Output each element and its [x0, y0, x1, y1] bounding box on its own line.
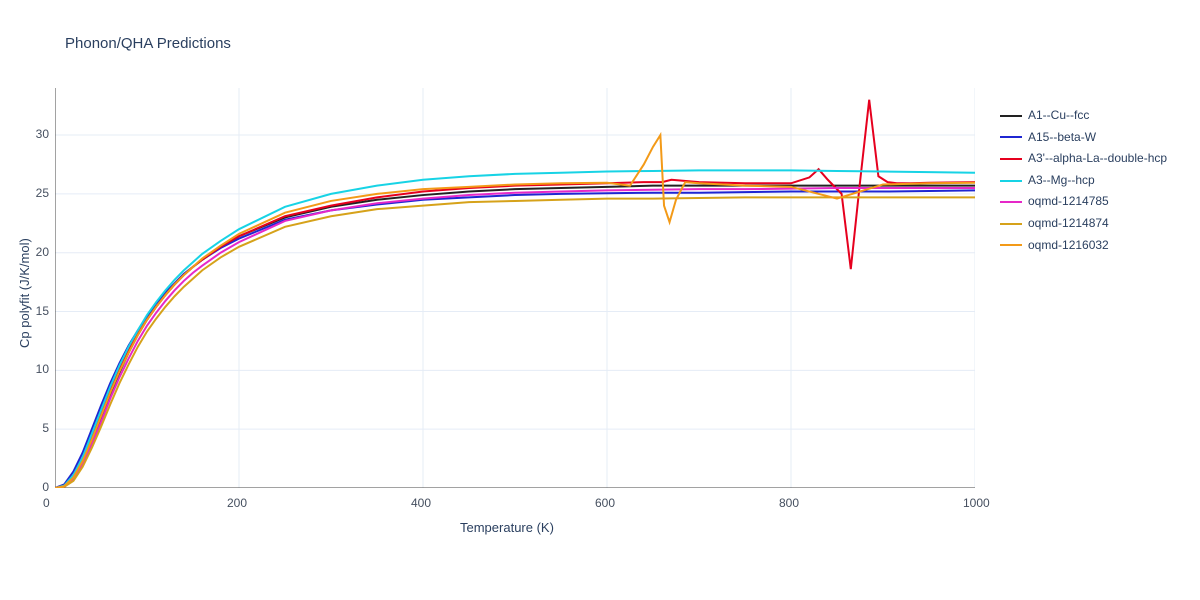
- x-axis-label: Temperature (K): [460, 520, 554, 535]
- y-tick-label: 20: [27, 245, 49, 259]
- legend-item[interactable]: A15--beta-W: [1000, 127, 1167, 149]
- legend-swatch: [1000, 115, 1022, 117]
- x-tick-label: 800: [779, 496, 799, 510]
- legend-item[interactable]: A3'--alpha-La--double-hcp: [1000, 148, 1167, 170]
- legend-swatch: [1000, 201, 1022, 203]
- legend-label: A3'--alpha-La--double-hcp: [1028, 148, 1167, 170]
- legend-swatch: [1000, 136, 1022, 138]
- legend-item[interactable]: oqmd-1214785: [1000, 191, 1167, 213]
- legend-label: oqmd-1214874: [1028, 213, 1109, 235]
- y-tick-label: 30: [27, 127, 49, 141]
- legend-label: A3--Mg--hcp: [1028, 170, 1095, 192]
- series-line[interactable]: [55, 188, 975, 488]
- x-tick-label: 200: [227, 496, 247, 510]
- series-line[interactable]: [55, 190, 975, 488]
- legend-label: A1--Cu--fcc: [1028, 105, 1089, 127]
- legend-label: oqmd-1214785: [1028, 191, 1109, 213]
- x-tick-label: 600: [595, 496, 615, 510]
- series-line[interactable]: [55, 186, 975, 488]
- y-tick-label: 25: [27, 186, 49, 200]
- x-tick-label: 400: [411, 496, 431, 510]
- y-tick-label: 10: [27, 362, 49, 376]
- series-line[interactable]: [55, 170, 975, 488]
- series-line[interactable]: [55, 100, 975, 488]
- y-tick-label: 15: [27, 304, 49, 318]
- legend-swatch: [1000, 244, 1022, 246]
- series-line[interactable]: [55, 197, 975, 488]
- legend-item[interactable]: A1--Cu--fcc: [1000, 105, 1167, 127]
- legend-swatch: [1000, 158, 1022, 160]
- x-tick-label: 0: [43, 496, 50, 510]
- legend: A1--Cu--fccA15--beta-WA3'--alpha-La--dou…: [1000, 105, 1167, 256]
- legend-label: A15--beta-W: [1028, 127, 1096, 149]
- legend-item[interactable]: oqmd-1216032: [1000, 235, 1167, 257]
- axis-lines: [55, 88, 975, 488]
- plot-area: [55, 88, 975, 488]
- legend-swatch: [1000, 180, 1022, 182]
- legend-item[interactable]: oqmd-1214874: [1000, 213, 1167, 235]
- y-tick-label: 0: [27, 480, 49, 494]
- chart-title: Phonon/QHA Predictions: [65, 35, 231, 52]
- legend-label: oqmd-1216032: [1028, 235, 1109, 257]
- plot-svg: [55, 88, 975, 488]
- x-tick-label: 1000: [963, 496, 990, 510]
- legend-swatch: [1000, 223, 1022, 225]
- legend-item[interactable]: A3--Mg--hcp: [1000, 170, 1167, 192]
- y-tick-label: 5: [27, 421, 49, 435]
